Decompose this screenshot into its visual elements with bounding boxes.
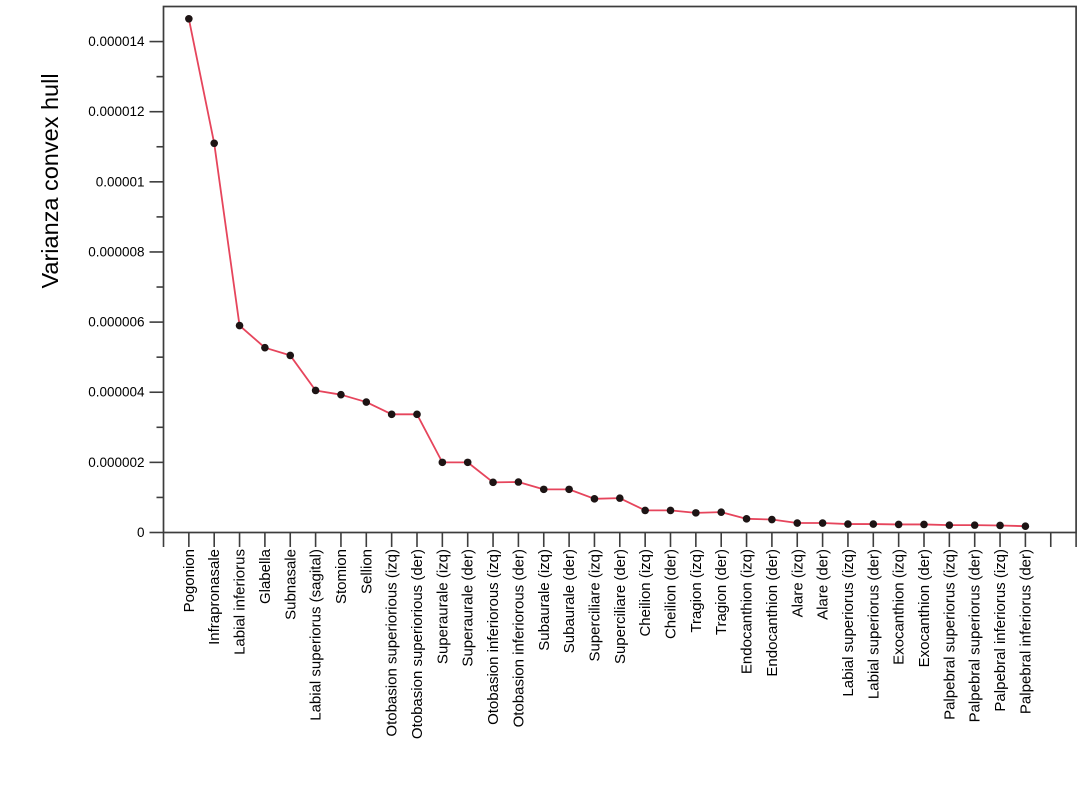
x-tick-label: Otobasion superiorious (izq) (384, 549, 401, 737)
data-point (869, 520, 878, 528)
data-point (413, 410, 421, 419)
x-tick-label: Endocanthion (izq) (739, 549, 756, 674)
data-point (616, 494, 624, 502)
data-point (768, 515, 776, 524)
x-tick-label: Stomion (333, 549, 350, 604)
data-point (337, 390, 345, 399)
x-tick-label: Cheilion (izq) (637, 549, 654, 637)
data-point (692, 509, 700, 517)
y-tick-label: 0.000002 (88, 455, 144, 470)
data-point (286, 351, 295, 360)
x-tick-label: Superciliare (der) (612, 549, 629, 664)
x-tick-label: Palpebral superiorus (izq) (941, 549, 958, 720)
x-tick-label: Pogonion (181, 549, 198, 612)
x-tick-label: Endocanthion (der) (764, 549, 781, 677)
data-point (1021, 522, 1030, 530)
y-tick-label: 0.000012 (88, 104, 144, 119)
data-point (666, 506, 675, 515)
y-tick-label: 0 (137, 525, 145, 540)
x-tick-label: Labial superiorus (sagital) (308, 549, 325, 721)
data-point (387, 410, 396, 419)
data-point (844, 520, 852, 528)
data-point (210, 139, 218, 148)
data-point (489, 478, 497, 487)
x-tick-label: Exocanthion (der) (916, 549, 933, 667)
series-line (187, 18, 1026, 528)
x-tick-label: Palpebral superiorus (der) (967, 549, 984, 722)
data-point (818, 519, 827, 527)
x-tick-label: Otobasion superiorious (der) (409, 549, 426, 739)
data-point (945, 521, 954, 529)
data-point (539, 485, 548, 494)
x-tick-label: Alare (izq) (789, 549, 806, 617)
data-point (362, 398, 371, 406)
data-point (514, 478, 523, 486)
data-point (793, 519, 802, 527)
x-tick-label: Glabella (257, 548, 274, 604)
y-tick-label: 0.00001 (96, 174, 145, 189)
x-tick-label: Palpebral inferiorus (der) (1017, 549, 1034, 714)
x-tick-label: Superaurale (izq) (434, 549, 451, 664)
x-tick-label: Subaurale (izq) (536, 549, 553, 651)
data-point (565, 485, 573, 494)
data-point (970, 521, 979, 529)
data-point (463, 458, 472, 467)
y-tick-label: 0.000004 (88, 385, 145, 400)
x-tick-label: Labial superiorus (der) (865, 549, 882, 699)
data-point (641, 506, 649, 515)
data-point (996, 521, 1004, 530)
data-point (311, 386, 320, 395)
data-point (742, 515, 751, 523)
x-tick-label: Subaurale (der) (561, 549, 578, 653)
x-tick-label: Tragion (der) (713, 549, 730, 635)
data-point (438, 458, 447, 467)
x-tick-label: Infrapronasale (206, 549, 223, 645)
x-tick-label: Palpebral inferiorus (izq) (992, 549, 1009, 712)
x-tick-label: Superciliare (izq) (586, 549, 603, 662)
x-tick-label: Subnasale (282, 549, 299, 620)
data-point (894, 520, 903, 529)
data-point (590, 495, 599, 503)
data-point (717, 508, 725, 516)
x-tick-label: Sellion (358, 549, 375, 594)
data-point (261, 343, 269, 352)
y-tick-label: 0.000008 (88, 244, 144, 259)
x-tick-label: Tragion (izq) (688, 549, 705, 633)
data-point (235, 321, 244, 330)
y-tick-label: 0.000014 (88, 34, 145, 49)
y-tick-label: 0.000006 (88, 315, 144, 330)
x-tick-label: Alare (der) (815, 549, 832, 620)
data-point (185, 14, 193, 23)
x-tick-label: Otobasion inferiorous (izq) (485, 549, 502, 725)
x-tick-label: Superaurale (der) (460, 549, 477, 667)
x-tick-label: Cheilion (der) (663, 549, 680, 639)
plot-frame (162, 5, 1077, 534)
x-tick-label: Exocanthion (izq) (891, 549, 908, 665)
y-axis-title: Varianza convex hull (37, 73, 63, 288)
data-point (920, 520, 928, 529)
x-tick-label: Labial inferiorus (232, 549, 249, 655)
x-tick-label: Otobasion inferiorous (der) (510, 549, 527, 727)
x-tick-label: Labial superiorus (izq) (840, 549, 857, 697)
